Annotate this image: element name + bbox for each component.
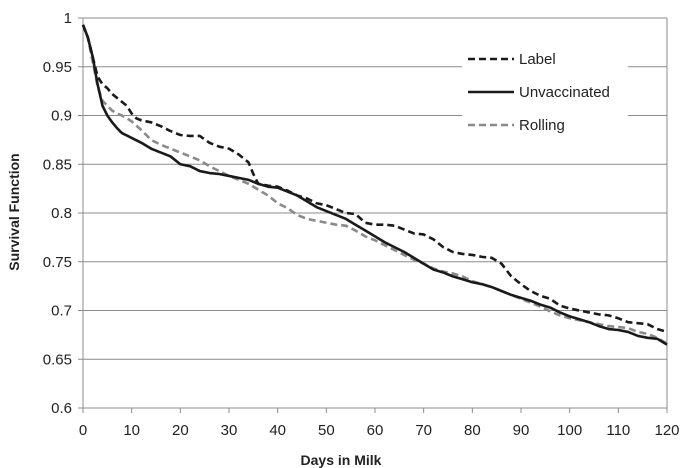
legend-label-label: Label — [519, 51, 556, 68]
y-axis-label: Survival Function — [6, 153, 22, 270]
legend-label-unvaccinated: Unvaccinated — [519, 84, 610, 101]
series-line-rolling — [81, 24, 668, 345]
legend-background — [462, 44, 628, 146]
y-tick-label: 0.9 — [51, 108, 72, 125]
x-tick-label: 0 — [79, 422, 87, 439]
x-tick-label: 50 — [318, 422, 335, 439]
x-tick-label: 40 — [269, 422, 286, 439]
y-tick-label: 0.7 — [51, 303, 72, 320]
x-tick-label: 110 — [606, 422, 630, 439]
y-tick-label: 0.65 — [43, 351, 72, 368]
series-lines — [81, 24, 668, 346]
y-tick-label: 0.85 — [43, 156, 72, 173]
series-line-label — [81, 24, 668, 334]
x-tick-label: 60 — [367, 422, 384, 439]
x-tick-label: 120 — [654, 422, 679, 439]
x-tick-label: 90 — [513, 422, 530, 439]
legend-label-rolling: Rolling — [519, 117, 565, 134]
series-line-unvaccinated — [81, 24, 668, 346]
x-axis-ticks: 0 10 20 30 40 50 60 70 80 90 100 110 120 — [79, 408, 680, 439]
x-tick-label: 70 — [415, 422, 432, 439]
x-tick-label: 30 — [221, 422, 238, 439]
y-tick-label: 1 — [64, 10, 72, 27]
y-tick-label: 0.6 — [51, 400, 72, 417]
x-tick-label: 100 — [557, 422, 582, 439]
y-axis-ticks: 0.6 0.65 0.7 0.75 0.8 0.85 0.9 0.95 1 — [43, 10, 83, 417]
y-tick-label: 0.95 — [43, 59, 72, 76]
x-axis-label: Days in Milk — [301, 452, 382, 468]
x-tick-label: 20 — [172, 422, 189, 439]
y-tick-label: 0.75 — [43, 254, 72, 271]
x-tick-label: 80 — [464, 422, 481, 439]
legend: Label Unvaccinated Rolling — [462, 44, 628, 146]
y-tick-label: 0.8 — [51, 205, 72, 222]
x-tick-label: 10 — [123, 422, 140, 439]
